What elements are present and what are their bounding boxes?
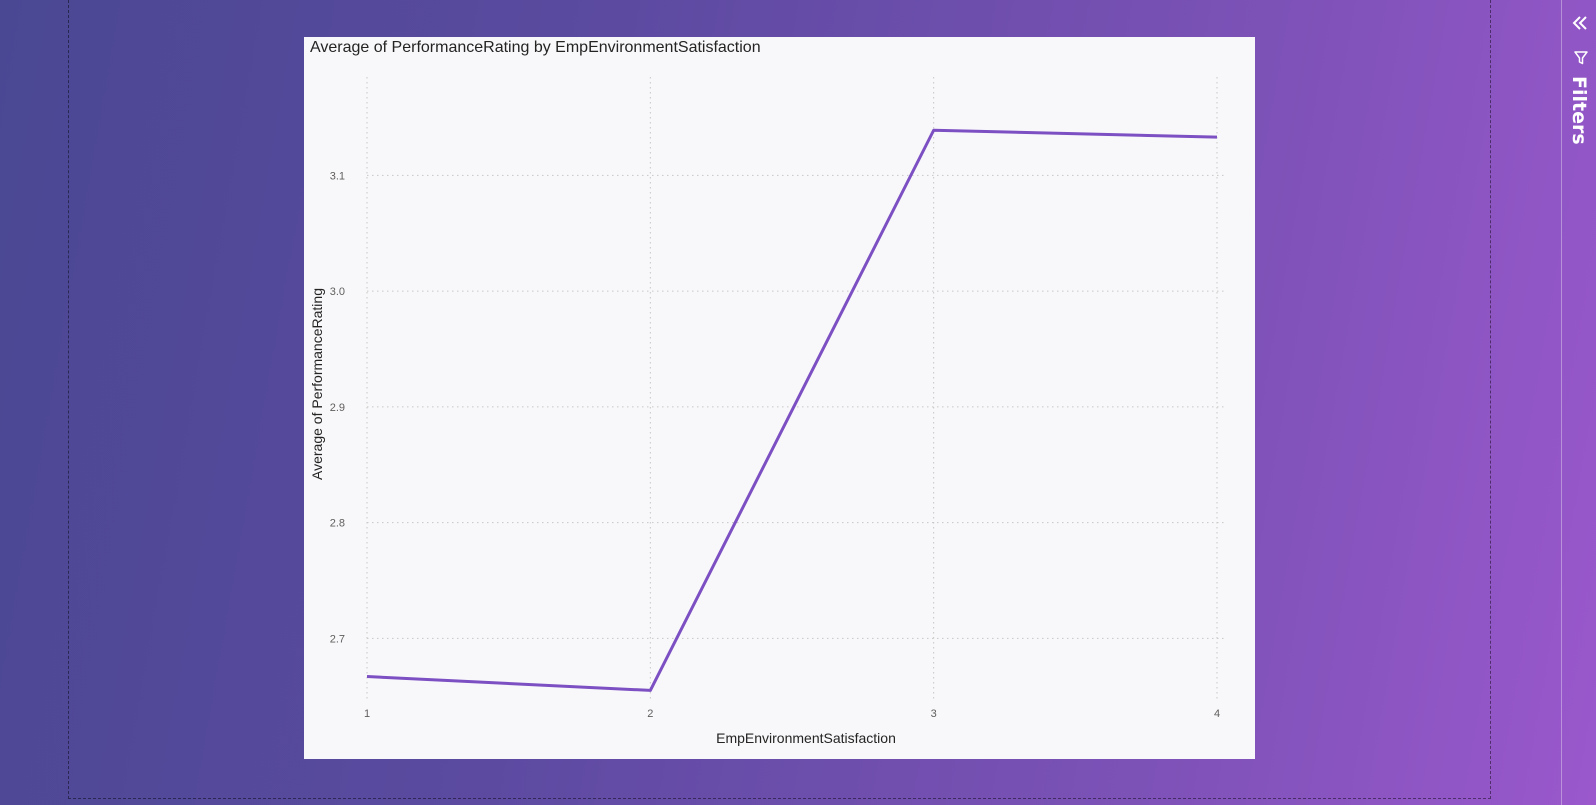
x-tick-label: 4 <box>1214 708 1220 720</box>
data-point[interactable] <box>644 684 656 696</box>
y-tick-label: 2.8 <box>330 518 345 530</box>
filters-label[interactable]: Filters <box>1568 76 1590 145</box>
chart-svg: 1 2 3 4 2.7 2.8 2.9 3.0 3.1 EmpEnvironmentSatisf… <box>309 77 1227 746</box>
x-tick-label: 1 <box>364 708 370 720</box>
filters-pane[interactable]: Filters <box>1561 0 1596 805</box>
chevron-double-left-icon[interactable] <box>1571 14 1589 32</box>
series-layer <box>361 124 1223 696</box>
y-axis-title: Average of PerformanceRating <box>309 288 325 480</box>
line-chart-visual[interactable]: Average of PerformanceRating by EmpEnvir… <box>304 37 1255 759</box>
y-tick-label: 2.9 <box>330 402 345 414</box>
report-canvas-border <box>68 0 1491 799</box>
y-tick-label: 3.0 <box>330 286 345 298</box>
grid-layer <box>366 77 1227 702</box>
tick-layer: 1 2 3 4 2.7 2.8 2.9 3.0 3.1 <box>330 170 1220 720</box>
y-tick-label: 2.7 <box>330 633 345 645</box>
y-tick-label: 3.1 <box>330 170 345 182</box>
series-line[interactable] <box>366 128 1218 692</box>
data-point[interactable] <box>928 124 940 136</box>
data-point[interactable] <box>361 671 373 683</box>
data-point[interactable] <box>1211 131 1223 143</box>
x-tick-label: 3 <box>931 708 937 720</box>
x-axis-title: EmpEnvironmentSatisfaction <box>716 730 896 746</box>
chart-title: Average of PerformanceRating by EmpEnvir… <box>310 39 761 56</box>
funnel-icon <box>1574 51 1588 65</box>
x-tick-label: 2 <box>647 708 653 720</box>
